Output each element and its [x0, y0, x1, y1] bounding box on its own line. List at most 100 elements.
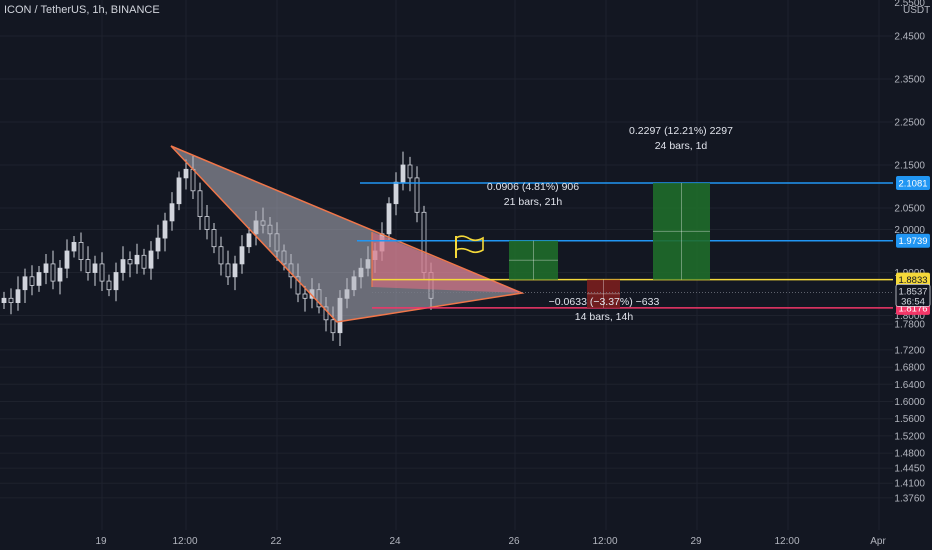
time-tick-label: 19	[95, 536, 107, 547]
candle-body	[155, 237, 161, 252]
candle-body	[183, 168, 189, 179]
price-tick-label: 2.3500	[894, 75, 925, 86]
candle-body	[8, 297, 14, 303]
price-level-tag[interactable]: 1.9739	[896, 233, 930, 248]
price-level-tag-text: 1.9739	[898, 236, 927, 247]
candle-body	[92, 263, 98, 273]
candle-body	[1, 297, 7, 303]
price-level-tag[interactable]: 1.8833	[896, 272, 930, 287]
measurement-bars-label: 24 bars, 1d	[655, 140, 708, 152]
candle-body	[169, 203, 175, 222]
candle-body	[211, 229, 217, 248]
candle-body	[204, 216, 210, 230]
entry-triangle[interactable]	[372, 232, 522, 293]
candle-body	[85, 259, 91, 273]
time-axis-bg	[0, 530, 932, 550]
candle-body	[330, 319, 336, 334]
candle-body	[414, 177, 420, 213]
candle-body	[22, 276, 28, 291]
candle-body	[50, 263, 56, 282]
measurement-label: −0.0633 (−3.37%) −633	[549, 296, 660, 308]
measurement-label: 0.2297 (12.21%) 2297	[629, 125, 733, 137]
candle-body	[43, 263, 49, 273]
measurement-bars-label: 14 bars, 14h	[575, 311, 634, 323]
candle-body	[29, 276, 35, 286]
candle-body	[400, 164, 406, 183]
candle-body	[246, 233, 252, 248]
price-tick-label: 1.6400	[894, 380, 925, 391]
time-tick-label: 29	[690, 536, 702, 547]
candle-body	[15, 289, 21, 304]
candle-body	[106, 280, 112, 291]
candle-body	[57, 267, 63, 282]
price-tick-label: 1.7800	[894, 320, 925, 331]
candle-body	[36, 272, 42, 286]
time-tick-label: 26	[508, 536, 520, 547]
drawings[interactable]: 0.2297 (12.21%) 2297 24 bars, 1d 0.0906 (4…	[170, 125, 893, 323]
candle-body	[78, 241, 84, 260]
candle-body	[386, 203, 392, 235]
candle-body	[127, 259, 133, 265]
candle-body	[407, 164, 413, 179]
price-tick-label: 1.4450	[894, 464, 925, 475]
price-tick-label: 2.4500	[894, 32, 925, 43]
flag-icon[interactable]	[455, 235, 484, 258]
price-tick-label: 2.0000	[894, 225, 925, 236]
profit-range-box[interactable]	[653, 183, 710, 280]
price-level-tag-text: 2.1081	[898, 179, 927, 190]
time-tick-label: 12:00	[774, 536, 799, 547]
candle-body	[162, 220, 168, 239]
measurement-label: 0.0906 (4.81%) 906	[487, 181, 579, 193]
loss-range-box[interactable]	[587, 279, 620, 308]
price-tick-label: 1.7200	[894, 345, 925, 356]
candle-body	[393, 181, 399, 205]
candle-body	[64, 250, 70, 269]
profit-range-box[interactable]	[509, 240, 558, 280]
candle-body	[134, 254, 140, 265]
price-axis[interactable]: 2.5500 2.4500 2.3500 2.2500 2.1500 2.0500 2.00…	[893, 0, 932, 550]
time-tick-label: Apr	[870, 536, 886, 547]
price-tick-label: 1.5200	[894, 431, 925, 442]
symbol-title: ICON / TetherUS, 1h, BINANCE	[4, 4, 160, 16]
price-tick-label: 1.4100	[894, 479, 925, 490]
price-level-tag-text: 1.8833	[898, 275, 927, 286]
price-tick-label: 2.1500	[894, 161, 925, 172]
time-tick-label: 24	[389, 536, 401, 547]
candle-body	[302, 293, 308, 299]
price-tick-label: 1.4800	[894, 449, 925, 460]
candle-body	[71, 241, 77, 252]
candle-body	[176, 177, 182, 205]
price-tick-label: 1.3760	[894, 493, 925, 504]
price-tick-label: 2.5500	[894, 0, 925, 9]
candle-body	[225, 263, 231, 278]
measurement-bars-label: 21 bars, 21h	[504, 196, 563, 208]
candle-body	[239, 246, 245, 265]
time-axis[interactable]: 19 12:00 22 24 26 12:00 29 12:00 Apr	[0, 530, 932, 550]
candle-body	[120, 259, 126, 273]
price-level-tag[interactable]: 2.1081	[896, 176, 930, 191]
candle-body	[148, 250, 154, 269]
price-tick-label: 1.6800	[894, 363, 925, 374]
candle-body	[232, 263, 238, 278]
countdown-timer: 36:54	[901, 296, 925, 307]
candle-body	[113, 272, 119, 291]
candle-body	[218, 246, 224, 265]
time-tick-label: 12:00	[172, 536, 197, 547]
candle-body	[197, 190, 203, 218]
grid	[0, 0, 893, 530]
candle-body	[190, 168, 196, 192]
price-level-tag-text: 1.8176	[898, 303, 927, 314]
current-price-value: 1.8537	[898, 286, 927, 297]
time-tick-label: 22	[270, 536, 282, 547]
price-tick-label: 1.8000	[894, 311, 925, 322]
candle-body	[99, 263, 105, 282]
candle-body	[141, 254, 147, 269]
price-tick-label: 1.6000	[894, 397, 925, 408]
time-tick-label: 12:00	[592, 536, 617, 547]
price-tick-label: 2.2500	[894, 118, 925, 129]
currency-label: USDT	[903, 5, 930, 16]
price-tick-label: 1.5600	[894, 414, 925, 425]
price-tick-label: 2.0500	[894, 204, 925, 215]
